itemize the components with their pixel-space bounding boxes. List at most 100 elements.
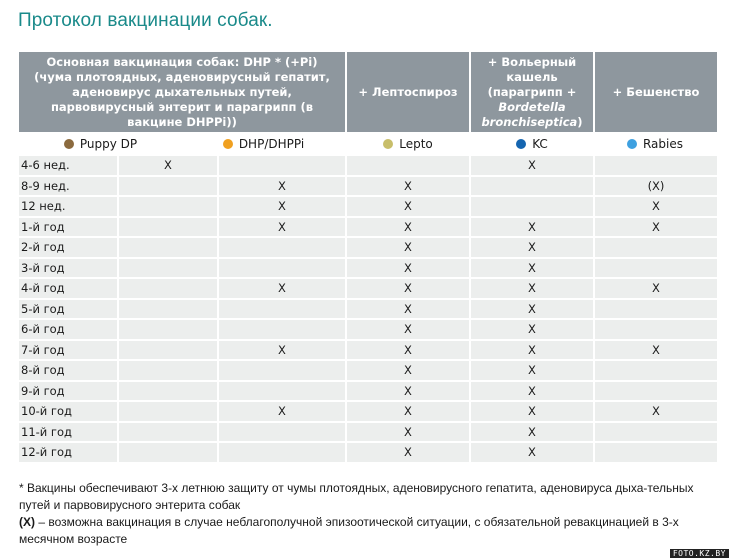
lepto-cell: X — [347, 238, 471, 259]
age-puppy-cell: 3-й год — [19, 258, 347, 279]
age-puppy-cell: 8-й год — [19, 361, 347, 382]
table-row: 2-й год X X — [19, 238, 717, 259]
lepto-cell: X — [347, 361, 471, 382]
lepto-cell: X — [347, 217, 471, 238]
kc-cell — [471, 176, 595, 197]
age-cell: 8-й год — [19, 361, 119, 380]
age-cell: 5-й год — [19, 299, 119, 318]
puppy-dp-cell — [119, 299, 219, 318]
legend-item-puppy-dp: Puppy DP — [19, 137, 182, 151]
kc-cell: X — [471, 258, 595, 279]
table-row: 10-й год X X X X — [19, 402, 717, 423]
table-row: 9-й год X X — [19, 381, 717, 402]
table-row: 5-й год X X — [19, 299, 717, 320]
kc-cell: X — [471, 443, 595, 464]
vaccination-table: Основная вакцинация собак: DHP * (+Pi) (… — [19, 52, 717, 464]
legend-label: KC — [532, 137, 548, 151]
kc-cell: X — [471, 299, 595, 320]
table-row: 4-6 нед. X X — [19, 156, 717, 177]
puppy-dp-cell — [119, 422, 219, 441]
legend-row: Puppy DP DHP/DHPPi Lepto KC Rabies — [19, 132, 717, 156]
lepto-cell: X — [347, 279, 471, 300]
kc-cell: X — [471, 238, 595, 259]
puppy-dp-cell: X — [119, 156, 219, 175]
table-row: 12-й год X X — [19, 443, 717, 464]
puppy-dp-cell — [119, 320, 219, 339]
header-kennel-italic: Bordetella bronchiseptica — [481, 99, 578, 129]
table-row: 1-й год X X X X — [19, 217, 717, 238]
age-cell: 3-й год — [19, 258, 119, 277]
lepto-cell: X — [347, 422, 471, 443]
rabies-cell — [595, 320, 717, 341]
header-rabies: + Бешенство — [595, 52, 717, 132]
dhp-cell: X — [278, 281, 286, 295]
age-cell: 12-й год — [19, 443, 119, 462]
table-row: 7-й год X X X X — [19, 340, 717, 361]
dhp-cell: X — [278, 178, 286, 193]
lepto-cell: X — [347, 197, 471, 218]
legend-item-rabies: Rabies — [595, 132, 717, 156]
lepto-cell: X — [347, 402, 471, 423]
dhp-cell — [219, 443, 345, 462]
rabies-cell — [595, 361, 717, 382]
age-cell: 8-9 нед. — [19, 176, 119, 195]
rabies-cell — [595, 258, 717, 279]
age-puppy-cell: 11-й год — [19, 422, 347, 443]
table-row: 8-й год X X — [19, 361, 717, 382]
puppy-dp-cell — [119, 217, 219, 236]
puppy-dp-cell — [119, 381, 219, 400]
rabies-cell: X — [595, 340, 717, 361]
header-kennel-close: ) — [577, 114, 583, 129]
age-cell: 7-й год — [19, 340, 119, 359]
age-cell: 12 нед. — [19, 197, 119, 216]
lepto-cell: X — [347, 299, 471, 320]
table-row: 4-й год X X X X — [19, 279, 717, 300]
dhp-cell — [219, 300, 345, 319]
kc-cell: X — [471, 156, 595, 177]
table-row: 11-й год X X — [19, 422, 717, 443]
age-puppy-cell: 1-й год X — [19, 217, 347, 238]
lepto-cell: X — [347, 340, 471, 361]
header-main-vaccination: Основная вакцинация собак: DHP * (+Pi) (… — [19, 52, 347, 132]
age-puppy-cell: 2-й год — [19, 238, 347, 259]
age-puppy-cell: 8-9 нед. X — [19, 176, 347, 197]
dhp-cell: X — [278, 342, 286, 357]
dot-lepto-icon — [383, 139, 394, 149]
lepto-cell: X — [347, 320, 471, 341]
dhp-cell — [219, 382, 345, 401]
lepto-cell: X — [347, 176, 471, 197]
rabies-cell — [595, 443, 717, 464]
age-puppy-cell: 6-й год — [19, 320, 347, 341]
rabies-cell — [595, 381, 717, 402]
footnote-asterisk: * Вакцины обеспечивают 3-х летнюю защиту… — [19, 481, 694, 512]
legend-left-cell: Puppy DP DHP/DHPPi — [19, 132, 347, 156]
dhp-cell — [219, 320, 345, 339]
age-puppy-cell: 4-й год X — [19, 279, 347, 300]
puppy-dp-cell — [119, 238, 219, 257]
dhp-cell — [219, 423, 345, 442]
rabies-cell: X — [595, 197, 717, 218]
age-cell: 4-6 нед. — [19, 156, 119, 175]
age-puppy-cell: 5-й год — [19, 299, 347, 320]
lepto-cell: X — [347, 381, 471, 402]
puppy-dp-cell — [119, 197, 219, 216]
age-cell: 2-й год — [19, 238, 119, 257]
table-row: 3-й год X X — [19, 258, 717, 279]
kc-cell: X — [471, 279, 595, 300]
dhp-cell — [219, 156, 345, 175]
rabies-cell — [595, 238, 717, 259]
dhp-cell: X — [278, 219, 286, 234]
dhp-cell — [219, 238, 345, 257]
age-cell: 4-й год — [19, 279, 119, 298]
header-kennel-line1: + Вольерный кашель — [487, 54, 577, 84]
dhp-cell — [219, 259, 345, 278]
rabies-cell: X — [595, 279, 717, 300]
dot-dhp-icon — [222, 139, 233, 149]
puppy-dp-cell — [119, 279, 219, 298]
dhp-cell: X — [278, 199, 286, 213]
kc-cell: X — [471, 422, 595, 443]
legend-item-kc: KC — [471, 132, 595, 156]
lepto-cell: X — [347, 258, 471, 279]
rabies-cell: (X) — [595, 176, 717, 197]
page-title: Протокол вакцинации собак. — [18, 10, 273, 31]
